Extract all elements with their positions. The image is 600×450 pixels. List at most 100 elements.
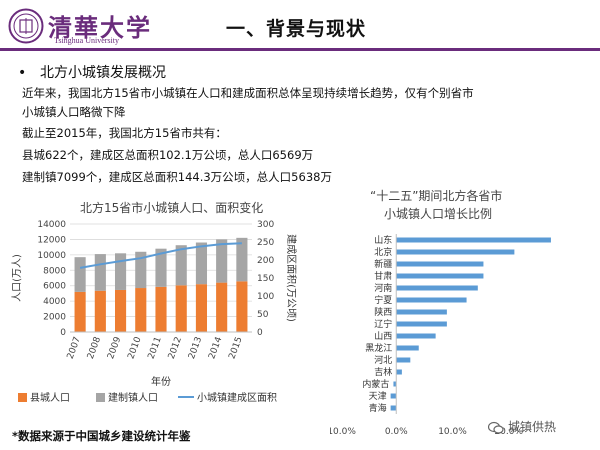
x-tick-label: 2008 [86, 335, 103, 360]
province-label: 新疆 [374, 258, 392, 270]
legend-label-county: 县城人口 [30, 392, 70, 404]
y-tick-label: 6000 [43, 282, 66, 292]
tsinghua-logo: 清華大学 Tsinghua University [8, 6, 158, 48]
bar-town-population [216, 239, 228, 283]
data-source-footnote: *数据来源于中国城乡建设统计年鉴 [12, 429, 191, 443]
province-bar [396, 249, 515, 255]
y-tick-label: 8000 [43, 266, 66, 276]
university-seal-icon [8, 8, 44, 44]
province-label: 青海 [369, 402, 387, 414]
bullet-marker: • [18, 65, 27, 81]
y2-tick-label: 50 [257, 310, 269, 320]
province-bar [396, 285, 478, 291]
province-label: 山西 [374, 331, 392, 342]
legend-label-area: 小城镇建成区面积 [197, 391, 277, 404]
province-bar [396, 237, 551, 243]
x-tick-label: 2012 [167, 336, 184, 361]
bar-county-population [195, 284, 208, 332]
y-tick-label: 14000 [37, 220, 66, 230]
right-chart-title-line-1: “十二五”期间北方各省市 [370, 189, 503, 203]
province-label: 北京 [374, 246, 392, 258]
wechat-icon [488, 421, 504, 434]
province-label: 河北 [374, 354, 392, 366]
paragraph-line-1: 近年来，我国北方15省市小城镇在人口和建成面积总体呈现持续增长趋势，仅有个别省市 [22, 86, 474, 100]
province-bar [396, 357, 411, 363]
province-label: 宁夏 [374, 294, 392, 306]
y-tick-label: 2000 [43, 313, 66, 323]
x-tick-label: -10.0% [330, 427, 356, 437]
bar-town-population [94, 254, 106, 291]
legend-swatch-town [96, 393, 105, 402]
bar-county-population [135, 288, 147, 332]
province-bar [396, 345, 419, 351]
section-heading-text: 北方小城镇发展概况 [40, 65, 166, 81]
province-label: 山东 [374, 234, 392, 246]
province-bar [396, 261, 484, 267]
paragraph-line-2: 小城镇人口略微下降 [22, 105, 126, 119]
province-label: 甘肃 [374, 270, 392, 282]
province-bar [396, 321, 447, 327]
x-tick-label: 2010 [126, 335, 143, 360]
y2-tick-label: 250 [257, 238, 274, 248]
x-tick-label: 2013 [187, 336, 204, 361]
legend-swatch-county [18, 393, 27, 402]
slide-title: 一、背景与现状 [226, 18, 367, 40]
stat-town: 建制镇7099个，建成区总面积144.3万公顷，总人口5638万 [22, 170, 332, 184]
legend-label-town: 建制镇人口 [108, 391, 158, 404]
bar-town-population [236, 237, 248, 282]
province-label: 陕西 [374, 306, 392, 318]
population-area-chart: 0 2000 4000 6000 8000 10000 12000 14000 0 50 100 15… [11, 220, 298, 404]
logo-english-name: Tsinghua University [54, 36, 119, 45]
province-label: 辽宁 [374, 318, 392, 330]
stat-intro: 截止至2015年，我国北方15省市共有： [22, 126, 227, 140]
bar-town-population [195, 242, 208, 285]
province-label: 天津 [369, 391, 387, 402]
province-bar [396, 333, 436, 339]
line-built-area [79, 242, 242, 269]
province-label: 黑龙江 [365, 342, 392, 354]
section-heading: • 北方小城镇发展概况 [18, 62, 166, 82]
stat-county: 县城622个，建成区总面积102.1万公顷，总人口6569万 [22, 148, 314, 162]
bar-county-population [236, 281, 248, 332]
province-bar [396, 297, 467, 303]
province-bar [393, 381, 397, 387]
x-axis-label: 年份 [151, 375, 171, 388]
bar-town-population [175, 245, 187, 286]
province-label: 内蒙古 [362, 378, 389, 390]
province-bar [390, 393, 397, 399]
province-label: 吉林 [374, 366, 392, 378]
bar-town-population [155, 248, 167, 287]
bar-county-population [216, 282, 228, 332]
x-tick-label: 2011 [147, 336, 164, 361]
title-divider [0, 48, 600, 51]
bar-town-population [114, 253, 127, 290]
y-axis-label: 人口(万人) [11, 254, 23, 302]
logo-chinese-name: 清華大学 [48, 13, 152, 42]
bar-county-population [155, 286, 167, 332]
y-tick-label: 4000 [43, 297, 66, 307]
watermark: 城镇供热 [488, 418, 556, 435]
left-chart-title: 北方15省市小城镇人口、面积变化 [80, 201, 264, 215]
x-tick-label: 2007 [66, 336, 83, 361]
x-tick-label: 2009 [106, 335, 123, 360]
province-label: 河南 [374, 282, 392, 294]
x-tick-label: 10.0% [438, 427, 467, 437]
right-chart-title-line-2: 小城镇人口增长比例 [384, 207, 493, 221]
y-tick-label: 10000 [37, 251, 66, 261]
province-bar [396, 369, 402, 375]
y2-tick-label: 150 [257, 274, 274, 284]
province-bar [390, 405, 397, 411]
bar-county-population [94, 290, 106, 332]
x-tick-label: 2014 [207, 335, 224, 360]
bar-town-population [135, 251, 147, 289]
x-tick-label: 20.0% [494, 427, 523, 437]
y2-tick-label: 200 [257, 256, 274, 266]
province-bar [396, 309, 447, 315]
y-tick-label: 12000 [37, 235, 66, 245]
bar-county-population [74, 291, 86, 332]
y-tick-label: 0 [60, 328, 66, 338]
bar-county-population [114, 289, 127, 332]
watermark-text: 城镇供热 [508, 420, 557, 434]
province-bar [396, 273, 484, 279]
y2-tick-label: 100 [257, 292, 274, 302]
